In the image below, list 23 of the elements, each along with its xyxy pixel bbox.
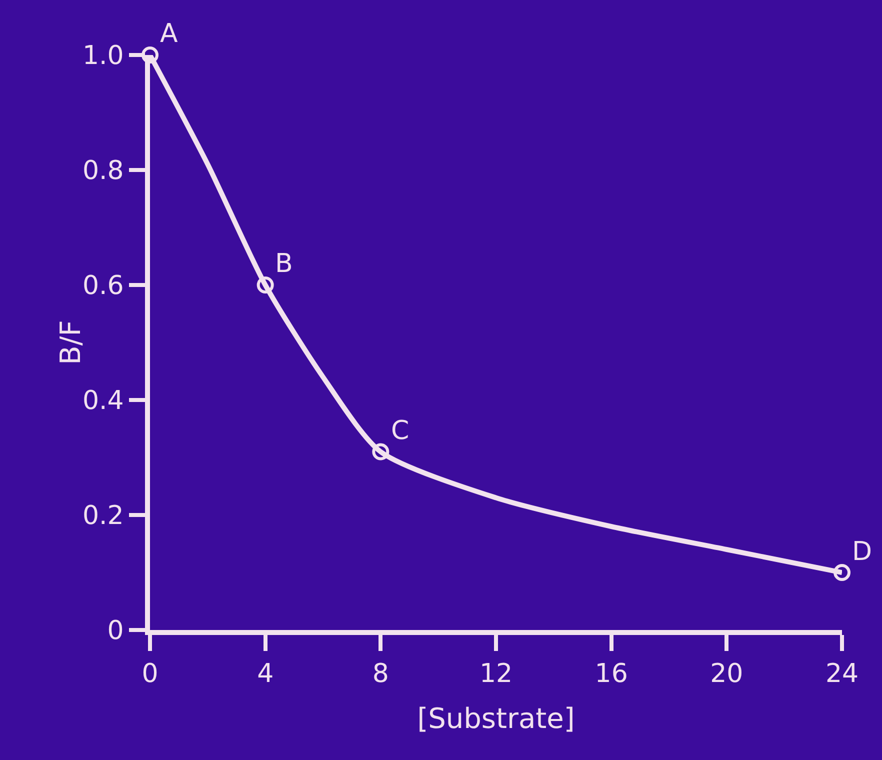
- y-tick-label: 1.0: [82, 41, 124, 72]
- point: [834, 564, 850, 581]
- x-tick-label: 12: [479, 659, 513, 690]
- x-tick-label: 20: [710, 659, 744, 690]
- annotation: B: [275, 249, 293, 279]
- y-tick-label: 0.6: [82, 271, 124, 302]
- annotation: C: [391, 416, 410, 446]
- y-axis-title: B/F: [54, 320, 87, 365]
- x-tick-label: 8: [372, 659, 389, 690]
- annotation: D: [852, 537, 872, 567]
- y-tick-label: 0.4: [82, 386, 124, 416]
- x-tick-label: 4: [257, 659, 274, 690]
- x-axis-title: [Substrate]: [417, 702, 575, 735]
- point: [142, 46, 158, 64]
- x-tick-label: 0: [142, 659, 158, 690]
- y-tick-label: 0.8: [82, 156, 124, 186]
- y-tick-label: 0.2: [82, 501, 124, 532]
- annotation: A: [160, 19, 178, 49]
- y-tick-label: 0: [107, 616, 124, 646]
- x-tick-label: 16: [594, 659, 628, 690]
- x-tick-label: 24: [825, 659, 859, 690]
- point: [256, 276, 274, 294]
- point: [372, 443, 390, 460]
